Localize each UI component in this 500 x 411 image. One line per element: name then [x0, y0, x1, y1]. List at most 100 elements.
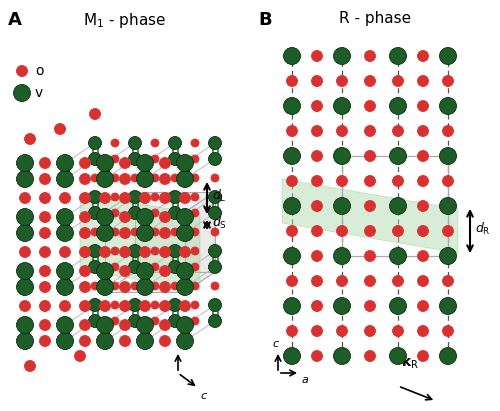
Circle shape	[128, 314, 141, 328]
Circle shape	[286, 275, 298, 286]
Circle shape	[418, 76, 428, 86]
Circle shape	[24, 360, 36, 372]
Text: c: c	[272, 339, 278, 349]
Circle shape	[88, 261, 102, 273]
Circle shape	[168, 314, 181, 328]
Circle shape	[160, 247, 170, 258]
Circle shape	[88, 245, 102, 258]
Circle shape	[160, 282, 170, 293]
Text: $d_\mathrm{L}$: $d_\mathrm{L}$	[212, 188, 226, 204]
Circle shape	[440, 198, 456, 215]
Circle shape	[111, 317, 119, 325]
Circle shape	[390, 347, 406, 365]
Circle shape	[208, 298, 222, 312]
Circle shape	[56, 171, 74, 187]
Circle shape	[128, 152, 141, 166]
Circle shape	[390, 198, 406, 215]
Circle shape	[96, 155, 114, 171]
Circle shape	[392, 275, 404, 286]
Text: a: a	[302, 375, 309, 385]
Circle shape	[418, 101, 428, 111]
Circle shape	[88, 206, 102, 219]
Circle shape	[54, 123, 66, 134]
Circle shape	[418, 125, 428, 136]
Circle shape	[286, 226, 298, 236]
Circle shape	[16, 65, 28, 76]
Circle shape	[312, 201, 322, 212]
Circle shape	[312, 175, 322, 187]
Circle shape	[120, 335, 130, 346]
Circle shape	[286, 125, 298, 136]
Circle shape	[364, 76, 376, 86]
Circle shape	[128, 206, 141, 219]
Circle shape	[88, 314, 102, 328]
Circle shape	[96, 208, 114, 226]
Circle shape	[390, 298, 406, 314]
Circle shape	[56, 279, 74, 296]
Circle shape	[131, 282, 139, 290]
Circle shape	[191, 317, 199, 325]
Circle shape	[160, 173, 170, 185]
Text: B: B	[258, 11, 272, 29]
Circle shape	[16, 155, 34, 171]
Circle shape	[336, 326, 347, 337]
Circle shape	[136, 332, 154, 349]
Circle shape	[168, 261, 181, 273]
Circle shape	[88, 298, 102, 312]
Circle shape	[140, 192, 150, 203]
Circle shape	[364, 226, 376, 236]
Circle shape	[418, 226, 428, 236]
Circle shape	[131, 228, 139, 236]
Circle shape	[336, 175, 347, 187]
Circle shape	[208, 314, 222, 328]
Circle shape	[284, 148, 300, 164]
Circle shape	[312, 150, 322, 162]
Circle shape	[16, 279, 34, 296]
Circle shape	[16, 263, 34, 279]
Circle shape	[191, 301, 199, 309]
Circle shape	[191, 193, 199, 201]
Circle shape	[88, 136, 102, 150]
Circle shape	[120, 247, 130, 258]
Circle shape	[418, 326, 428, 337]
Circle shape	[392, 76, 404, 86]
Circle shape	[120, 173, 130, 185]
Circle shape	[211, 228, 219, 236]
Circle shape	[96, 332, 114, 349]
Circle shape	[88, 152, 102, 166]
Circle shape	[334, 48, 350, 65]
Circle shape	[100, 192, 110, 203]
Circle shape	[80, 173, 90, 185]
Circle shape	[312, 51, 322, 62]
Circle shape	[364, 101, 376, 111]
Circle shape	[40, 173, 50, 185]
Circle shape	[176, 155, 194, 171]
Circle shape	[111, 282, 119, 290]
Circle shape	[120, 212, 130, 222]
Circle shape	[96, 279, 114, 296]
Circle shape	[80, 335, 90, 346]
Circle shape	[111, 193, 119, 201]
Circle shape	[120, 157, 130, 169]
Circle shape	[151, 209, 159, 217]
Circle shape	[120, 319, 130, 330]
Circle shape	[284, 347, 300, 365]
Circle shape	[151, 155, 159, 163]
Circle shape	[176, 332, 194, 349]
Circle shape	[440, 347, 456, 365]
Circle shape	[334, 198, 350, 215]
Circle shape	[208, 191, 222, 203]
Circle shape	[20, 247, 30, 258]
Circle shape	[440, 148, 456, 164]
Circle shape	[312, 250, 322, 261]
Circle shape	[160, 212, 170, 222]
Circle shape	[442, 326, 454, 337]
Circle shape	[111, 228, 119, 236]
Circle shape	[151, 317, 159, 325]
Circle shape	[40, 335, 50, 346]
Circle shape	[80, 192, 90, 203]
Circle shape	[364, 250, 376, 261]
Circle shape	[16, 332, 34, 349]
Text: A: A	[8, 11, 22, 29]
Circle shape	[284, 97, 300, 115]
